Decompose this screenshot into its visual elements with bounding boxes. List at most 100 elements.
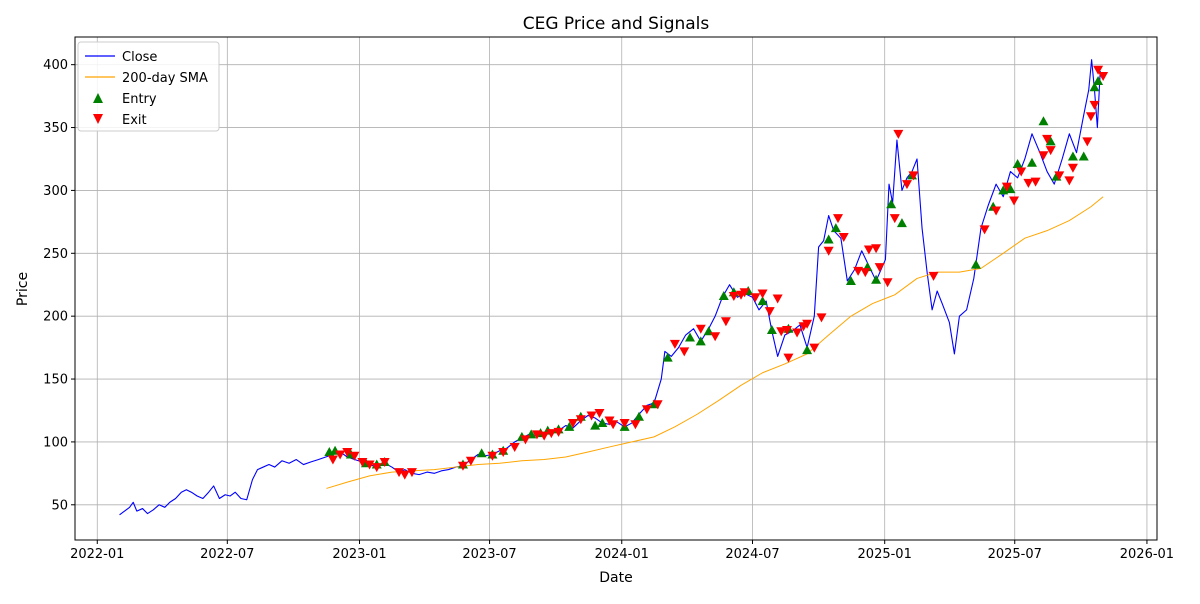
entry-marker (1038, 116, 1049, 126)
exit-marker (1098, 71, 1109, 81)
exit-marker (520, 435, 531, 445)
entry-marker (823, 234, 834, 244)
exit-marker (594, 408, 605, 418)
exit-marker (641, 405, 652, 415)
exit-marker (728, 292, 739, 302)
entry-marker (970, 259, 981, 269)
legend-entry-marker (93, 93, 103, 103)
entry-marker (564, 421, 575, 431)
exit-marker (823, 246, 834, 256)
entry-marker (1067, 151, 1078, 161)
exit-marker (1093, 65, 1104, 75)
entry-marker (1026, 157, 1037, 167)
y-tick-label: 350 (43, 121, 68, 136)
exit-marker (1001, 182, 1012, 192)
exit-marker (349, 451, 360, 461)
exit-marker (764, 307, 775, 317)
exit-marker (792, 328, 803, 338)
y-tick-label: 300 (43, 184, 68, 199)
x-tick-label: 2024-07 (725, 547, 779, 562)
legend-close-label: Close (122, 50, 157, 65)
x-tick-label: 2023-07 (462, 547, 516, 562)
exit-marker (853, 266, 864, 276)
entry-marker (845, 275, 856, 285)
exit-marker (652, 400, 663, 410)
exit-marker (1082, 137, 1093, 147)
exit-marker (342, 447, 353, 457)
exit-marker (335, 450, 346, 460)
entry-marker (998, 185, 1009, 195)
exit-marker (531, 430, 542, 440)
entry-marker (597, 418, 608, 428)
plot-frame (74, 36, 1158, 541)
entry-marker (633, 411, 644, 421)
exit-marker (802, 319, 813, 329)
exit-marker (695, 324, 706, 334)
exit-marker (901, 180, 912, 190)
chart-title: CEG Price and Signals (523, 14, 710, 34)
entry-marker (662, 352, 673, 362)
entry-marker (896, 218, 907, 228)
y-axis-label: Price (15, 272, 31, 306)
exit-marker (757, 289, 768, 299)
x-tick-label: 2022-01 (70, 547, 124, 562)
x-tick-label: 2024-01 (595, 547, 649, 562)
exit-marker (860, 268, 871, 278)
exit-marker (908, 171, 919, 181)
exit-marker (889, 214, 900, 224)
exit-marker (1038, 151, 1049, 161)
exit-marker (710, 332, 721, 342)
entry-marker (1045, 136, 1056, 146)
exit-marker (783, 353, 794, 363)
exit-marker (1064, 176, 1075, 186)
exit-marker (833, 214, 844, 224)
exit-marker (371, 463, 382, 473)
exit-marker (874, 263, 885, 273)
entry-marker (1012, 159, 1023, 169)
y-tick-label: 250 (43, 247, 68, 262)
axes: 2022-01 2022-07 2023-01 2023-07 2024-01 2024-… (43, 58, 1174, 562)
entry-marker (590, 420, 601, 430)
y-tick-label: 400 (43, 58, 68, 73)
exit-marker (979, 225, 990, 235)
exit-marker (871, 244, 882, 254)
exit-marker (327, 455, 338, 465)
exit-marker (781, 325, 792, 335)
x-tick-label: 2022-07 (200, 547, 254, 562)
exit-marker (1042, 134, 1053, 144)
entry-marker (685, 332, 696, 342)
exit-marker (809, 343, 820, 353)
entry-marker (871, 274, 882, 284)
exit-marker (457, 461, 468, 471)
exit-marker (630, 420, 641, 430)
legend-box (77, 41, 220, 132)
exit-marker (1023, 178, 1034, 188)
exit-marker (487, 451, 498, 461)
legend: Close 200-day SMA Entry Exit (77, 41, 220, 132)
y-tick-label: 100 (43, 435, 68, 450)
exit-marker (863, 245, 874, 255)
exit-marker (1016, 167, 1027, 177)
x-tick-label: 2026-01 (1120, 547, 1174, 562)
entry-marker (886, 199, 897, 209)
exit-marker (838, 232, 849, 242)
entry-marker (802, 345, 813, 355)
y-tick-label: 200 (43, 310, 68, 325)
exit-marker (928, 271, 939, 281)
entry-marker (1005, 184, 1016, 194)
exit-marker (776, 327, 787, 337)
exit-marker (750, 293, 761, 303)
exit-marker (567, 419, 578, 429)
exit-marker (1030, 177, 1041, 187)
x-tick-label: 2023-01 (332, 547, 386, 562)
exit-marker (546, 429, 557, 439)
grid (75, 37, 1157, 540)
legend-exit-marker (93, 114, 103, 124)
entry-marker (1078, 151, 1089, 161)
exit-marker (498, 447, 509, 457)
exit-marker (465, 456, 476, 466)
y-tick-label: 50 (51, 498, 68, 513)
exit-marker (364, 460, 375, 470)
